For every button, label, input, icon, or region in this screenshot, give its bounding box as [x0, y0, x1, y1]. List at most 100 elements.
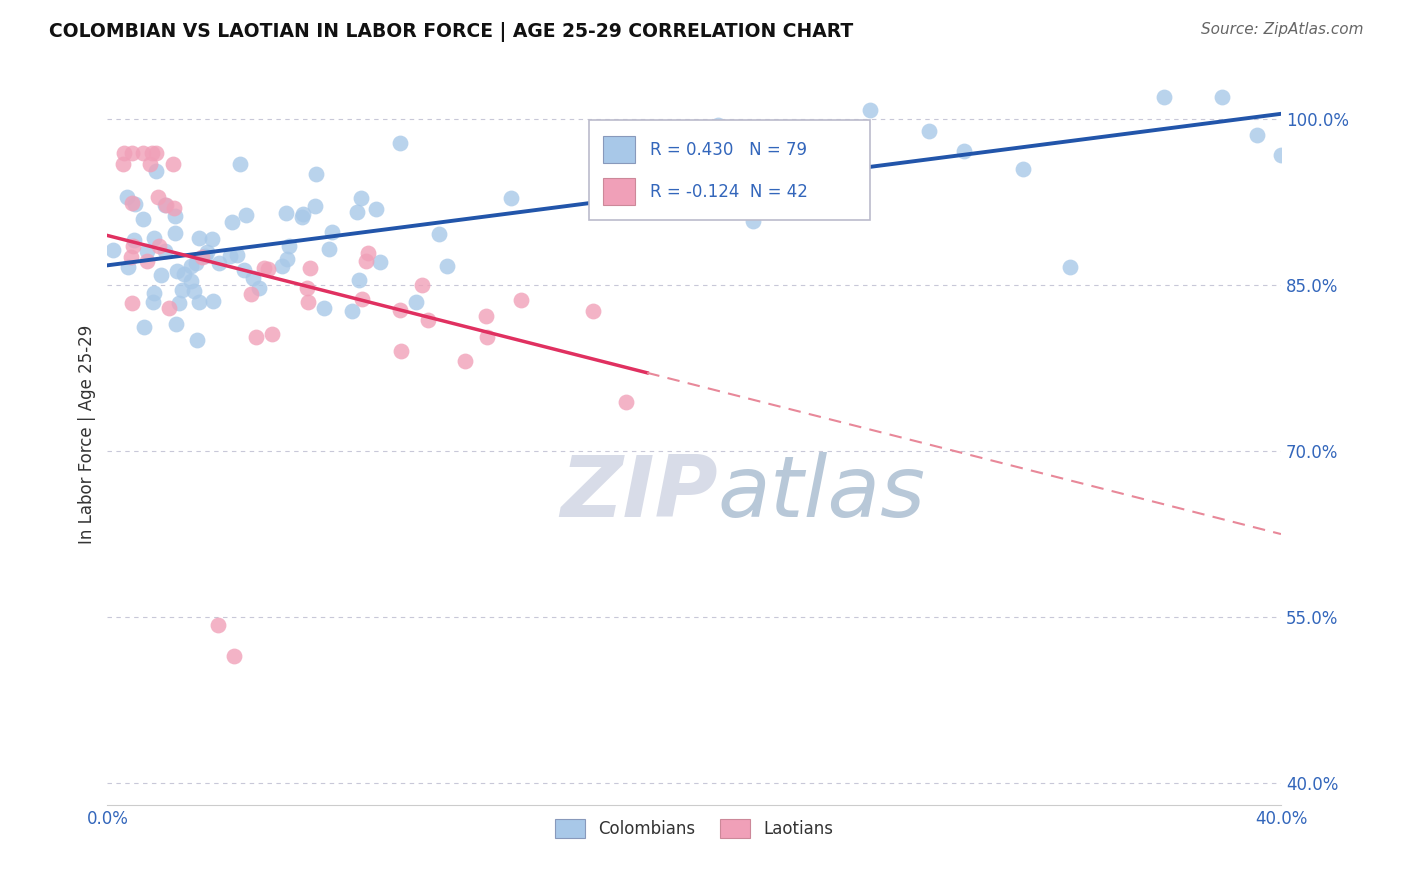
Point	[1153, 90, 1175, 104]
Point	[859, 103, 882, 118]
Point	[800, 148, 823, 162]
Point	[225, 248, 247, 262]
Point	[135, 244, 157, 259]
Text: COLOMBIAN VS LAOTIAN IN LABOR FORCE | AGE 25-29 CORRELATION CHART: COLOMBIAN VS LAOTIAN IN LABOR FORCE | AG…	[49, 22, 853, 42]
Point	[475, 310, 498, 324]
Point	[188, 294, 211, 309]
Point	[207, 617, 229, 632]
Point	[262, 326, 284, 341]
Point	[122, 239, 145, 253]
Point	[370, 255, 392, 269]
Point	[318, 242, 340, 256]
Point	[155, 198, 177, 212]
Point	[475, 329, 498, 343]
Point	[411, 278, 433, 293]
Point	[389, 136, 412, 150]
Point	[188, 231, 211, 245]
Point	[593, 185, 616, 199]
Point	[321, 225, 343, 239]
Point	[163, 226, 186, 240]
Point	[1011, 162, 1033, 177]
Point	[221, 214, 243, 228]
Point	[1246, 128, 1268, 142]
Point	[242, 270, 264, 285]
Point	[297, 294, 319, 309]
Point	[706, 118, 728, 132]
Point	[245, 329, 267, 343]
Point	[146, 189, 169, 203]
Point	[165, 317, 187, 331]
Point	[148, 238, 170, 252]
Point	[191, 250, 214, 264]
Point	[454, 353, 477, 368]
Point	[180, 259, 202, 273]
Point	[501, 191, 523, 205]
Point	[347, 273, 370, 287]
FancyBboxPatch shape	[589, 120, 870, 219]
Point	[312, 301, 335, 315]
Point	[115, 190, 138, 204]
Text: R = 0.430   N = 79: R = 0.430 N = 79	[650, 141, 807, 159]
Point	[388, 302, 411, 317]
Point	[170, 283, 193, 297]
Point	[350, 191, 373, 205]
Point	[201, 232, 224, 246]
Point	[389, 343, 412, 358]
Point	[1059, 260, 1081, 274]
Point	[142, 294, 165, 309]
Point	[366, 202, 388, 216]
Point	[229, 156, 252, 170]
Point	[436, 259, 458, 273]
Point	[342, 304, 364, 318]
Point	[142, 231, 165, 245]
Point	[201, 294, 224, 309]
Point	[509, 293, 531, 307]
Point	[232, 263, 254, 277]
Point	[132, 319, 155, 334]
Point	[247, 281, 270, 295]
Point	[183, 284, 205, 298]
Point	[270, 259, 292, 273]
Point	[163, 201, 186, 215]
Point	[180, 274, 202, 288]
Point	[305, 167, 328, 181]
Y-axis label: In Labor Force | Age 25-29: In Labor Force | Age 25-29	[79, 325, 96, 544]
Point	[132, 145, 155, 160]
Point	[149, 268, 172, 282]
Point	[208, 256, 231, 270]
Point	[114, 145, 136, 160]
Point	[295, 281, 318, 295]
Point	[145, 164, 167, 178]
Point	[112, 156, 135, 170]
Text: ZIP: ZIP	[560, 452, 717, 535]
Point	[354, 253, 377, 268]
Point	[145, 145, 167, 160]
Point	[357, 246, 380, 260]
Point	[219, 249, 242, 263]
Point	[153, 197, 176, 211]
Point	[416, 312, 439, 326]
Point	[298, 261, 321, 276]
Point	[153, 244, 176, 259]
Text: R = -0.124  N = 42: R = -0.124 N = 42	[650, 183, 807, 201]
Point	[253, 261, 276, 276]
Point	[141, 145, 163, 160]
Point	[429, 227, 451, 242]
Point	[240, 287, 263, 301]
Point	[162, 156, 184, 170]
Point	[256, 262, 278, 277]
Point	[122, 233, 145, 247]
Point	[953, 144, 976, 158]
Point	[194, 249, 217, 263]
Point	[235, 208, 257, 222]
Point	[405, 294, 427, 309]
Point	[120, 250, 142, 264]
Point	[346, 204, 368, 219]
Point	[352, 292, 374, 306]
Point	[138, 156, 160, 170]
Point	[278, 238, 301, 252]
Point	[157, 301, 180, 316]
Point	[1270, 148, 1292, 162]
Point	[824, 156, 846, 170]
Point	[195, 245, 218, 260]
